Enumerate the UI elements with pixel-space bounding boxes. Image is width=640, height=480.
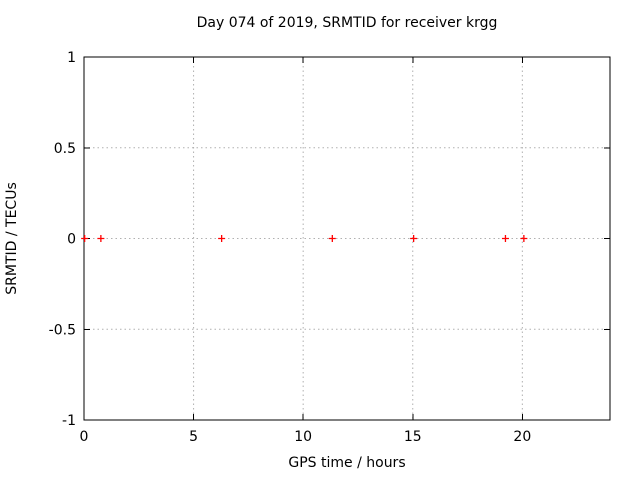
x-tick-label: 0: [80, 429, 89, 445]
data-point-marker: [520, 235, 528, 242]
y-tick-label: -1: [62, 413, 76, 429]
tick-layer: [83, 56, 610, 421]
grid-layer: [84, 57, 610, 420]
data-point-marker: [410, 235, 418, 242]
data-point-marker: [97, 235, 105, 242]
x-tick-label: 20: [513, 429, 531, 445]
tick-label-layer: 0 5 10 15 20 -1 -0.5 0 0.5 1: [49, 50, 532, 445]
data-point-marker: [218, 235, 226, 242]
x-tick-label: 5: [189, 429, 198, 445]
x-tick-label: 15: [404, 429, 422, 445]
x-tick-label: 10: [294, 429, 312, 445]
data-points-layer: [81, 235, 528, 242]
data-point-marker: [501, 235, 509, 242]
y-axis-label: SRMTID / TECUs: [4, 182, 20, 295]
x-axis-label: GPS time / hours: [288, 455, 405, 471]
plot-border: [83, 56, 611, 421]
y-tick-label: 0: [67, 232, 76, 248]
data-point-marker: [328, 235, 336, 242]
y-tick-label: -0.5: [49, 322, 76, 338]
data-point-marker: [81, 235, 89, 242]
y-tick-label: 1: [67, 50, 76, 66]
y-tick-label: 0.5: [54, 141, 76, 157]
chart-title: Day 074 of 2019, SRMTID for receiver krg…: [197, 15, 498, 31]
